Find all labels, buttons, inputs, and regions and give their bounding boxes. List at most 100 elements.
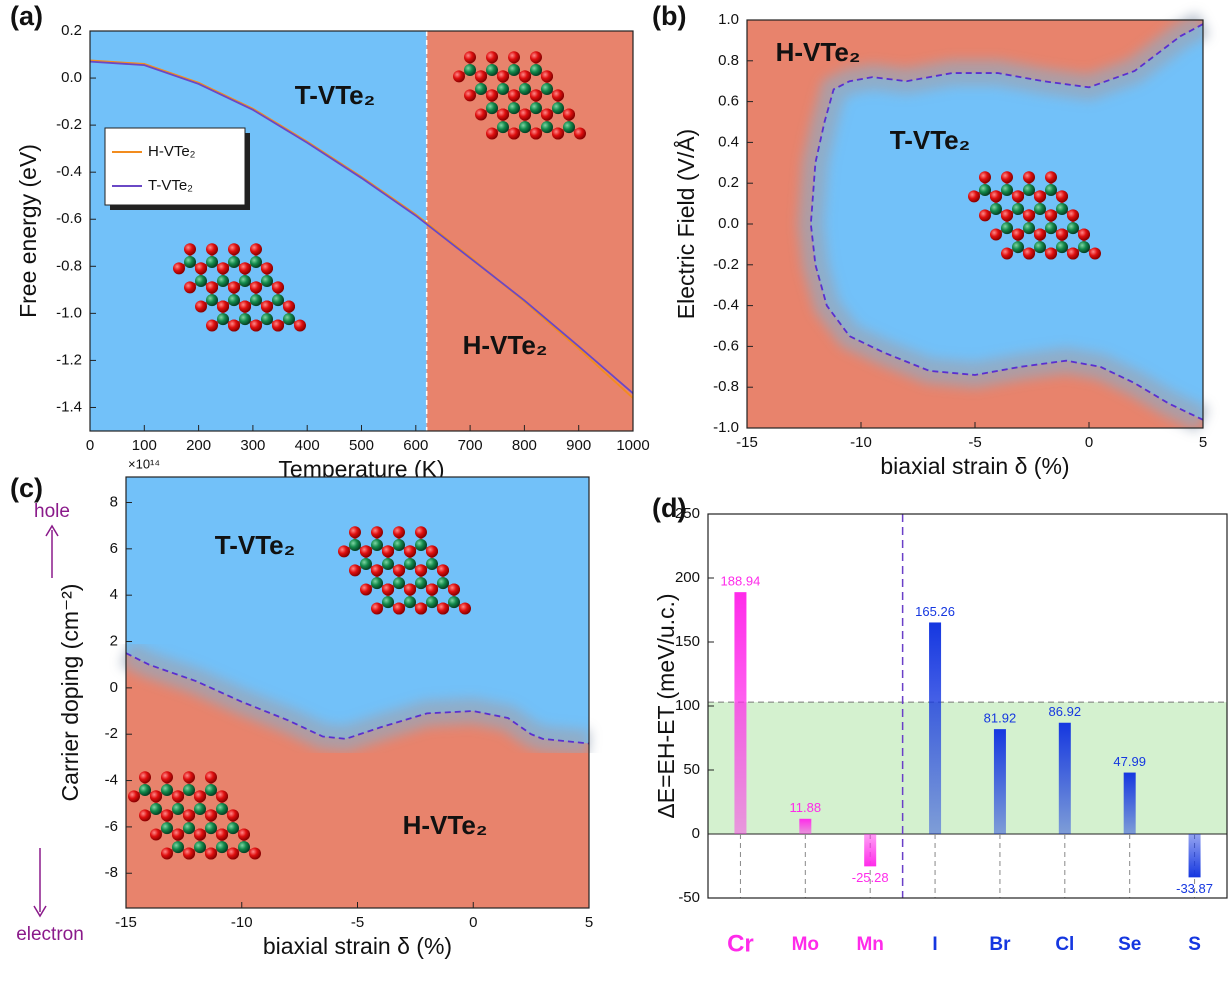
v-atom <box>161 784 173 796</box>
legend-label: H-VTe₂ <box>148 143 196 160</box>
te-atom <box>205 771 217 784</box>
v-atom <box>448 596 460 609</box>
v-atom <box>250 256 262 268</box>
y-tick-label: 1.0 <box>718 11 739 28</box>
te-atom <box>206 243 218 256</box>
te-atom <box>194 828 206 841</box>
region-label: T-VTe₂ <box>890 125 970 155</box>
value-label: 86.92 <box>1049 704 1082 719</box>
te-atom <box>250 319 262 332</box>
te-atom <box>990 190 1002 203</box>
v-atom <box>541 83 553 96</box>
y-tick-label: 200 <box>675 569 700 586</box>
te-atom <box>228 319 240 332</box>
x-tick-label: 700 <box>458 437 483 454</box>
y-tick-label: -0.2 <box>713 256 739 273</box>
region-label: H-VTe₂ <box>463 330 548 360</box>
te-atom <box>272 319 284 332</box>
v-atom <box>1056 203 1068 216</box>
te-atom <box>217 262 229 275</box>
v-atom <box>979 184 991 196</box>
y-axis-label: Free energy (eV) <box>15 144 41 318</box>
te-atom <box>173 262 185 275</box>
te-atom <box>1078 228 1090 241</box>
te-atom <box>1034 190 1046 203</box>
v-atom <box>415 539 427 551</box>
v-atom <box>1001 222 1013 235</box>
axis-multiplier: ×10¹⁴ <box>128 456 160 471</box>
boundary-line <box>809 23 1204 421</box>
te-atom <box>172 790 184 803</box>
region-label: H-VTe₂ <box>776 37 861 67</box>
v-atom <box>541 121 553 134</box>
te-atom <box>249 847 261 860</box>
y-tick-label: 50 <box>683 761 700 778</box>
y-tick-label: 0.0 <box>718 215 739 232</box>
te-atom <box>426 545 438 558</box>
x-axis-label: biaxial strain δ (%) <box>880 453 1069 479</box>
v-atom <box>563 121 575 134</box>
x-tick-label: 500 <box>349 437 374 454</box>
te-atom <box>393 564 405 577</box>
te-atom <box>360 545 372 558</box>
x-tick-label: Cl <box>1055 934 1074 955</box>
y-tick-label: -6 <box>105 818 118 835</box>
te-atom <box>426 583 438 596</box>
te-atom <box>475 70 487 83</box>
v-atom <box>552 102 564 115</box>
te-atom <box>195 262 207 275</box>
te-atom <box>250 281 262 294</box>
x-tick-label: -5 <box>351 914 364 931</box>
stable-band <box>708 702 1227 834</box>
te-atom <box>139 809 151 822</box>
te-atom <box>393 526 405 539</box>
y-tick-label: -0.4 <box>56 163 82 180</box>
te-atom <box>453 70 465 83</box>
region-label: T-VTe₂ <box>295 80 375 110</box>
te-atom <box>508 89 520 102</box>
te-atom <box>216 828 228 841</box>
x-axis-label: biaxial strain δ (%) <box>263 933 452 959</box>
te-atom <box>371 526 383 539</box>
te-atom <box>250 243 262 256</box>
v-atom <box>393 577 405 590</box>
te-atom <box>1056 228 1068 241</box>
v-atom <box>508 102 520 115</box>
v-atom <box>497 121 509 134</box>
y-tick-label: -0.8 <box>56 257 82 274</box>
te-atom <box>371 602 383 615</box>
v-atom <box>194 841 206 854</box>
te-atom <box>563 108 575 121</box>
y-tick-label: -1.2 <box>56 351 82 368</box>
series-line <box>89 60 634 395</box>
te-atom <box>272 281 284 294</box>
v-atom <box>371 539 383 551</box>
te-atom <box>261 262 273 275</box>
v-atom <box>250 294 262 307</box>
te-atom <box>404 583 416 596</box>
x-tick-label: -10 <box>231 914 253 931</box>
te-atom <box>459 602 471 615</box>
te-atom <box>530 89 542 102</box>
te-atom <box>360 583 372 596</box>
value-label: 188.94 <box>721 574 761 589</box>
te-atom <box>437 564 449 577</box>
x-tick-label: 1000 <box>616 437 649 454</box>
te-atom <box>497 108 509 121</box>
v-atom <box>239 275 251 288</box>
te-atom <box>150 790 162 803</box>
bar <box>864 834 877 867</box>
v-atom <box>349 539 361 551</box>
v-atom <box>360 558 372 571</box>
te-atom <box>184 281 196 294</box>
te-atom <box>530 127 542 140</box>
te-atom <box>1001 171 1013 184</box>
doping-label: hole <box>34 501 70 522</box>
y-tick-label: 0.0 <box>61 69 82 86</box>
te-atom <box>139 771 151 784</box>
bar <box>993 729 1006 834</box>
te-atom <box>294 319 306 332</box>
te-atom <box>393 602 405 615</box>
y-tick-label: -4 <box>105 772 118 789</box>
